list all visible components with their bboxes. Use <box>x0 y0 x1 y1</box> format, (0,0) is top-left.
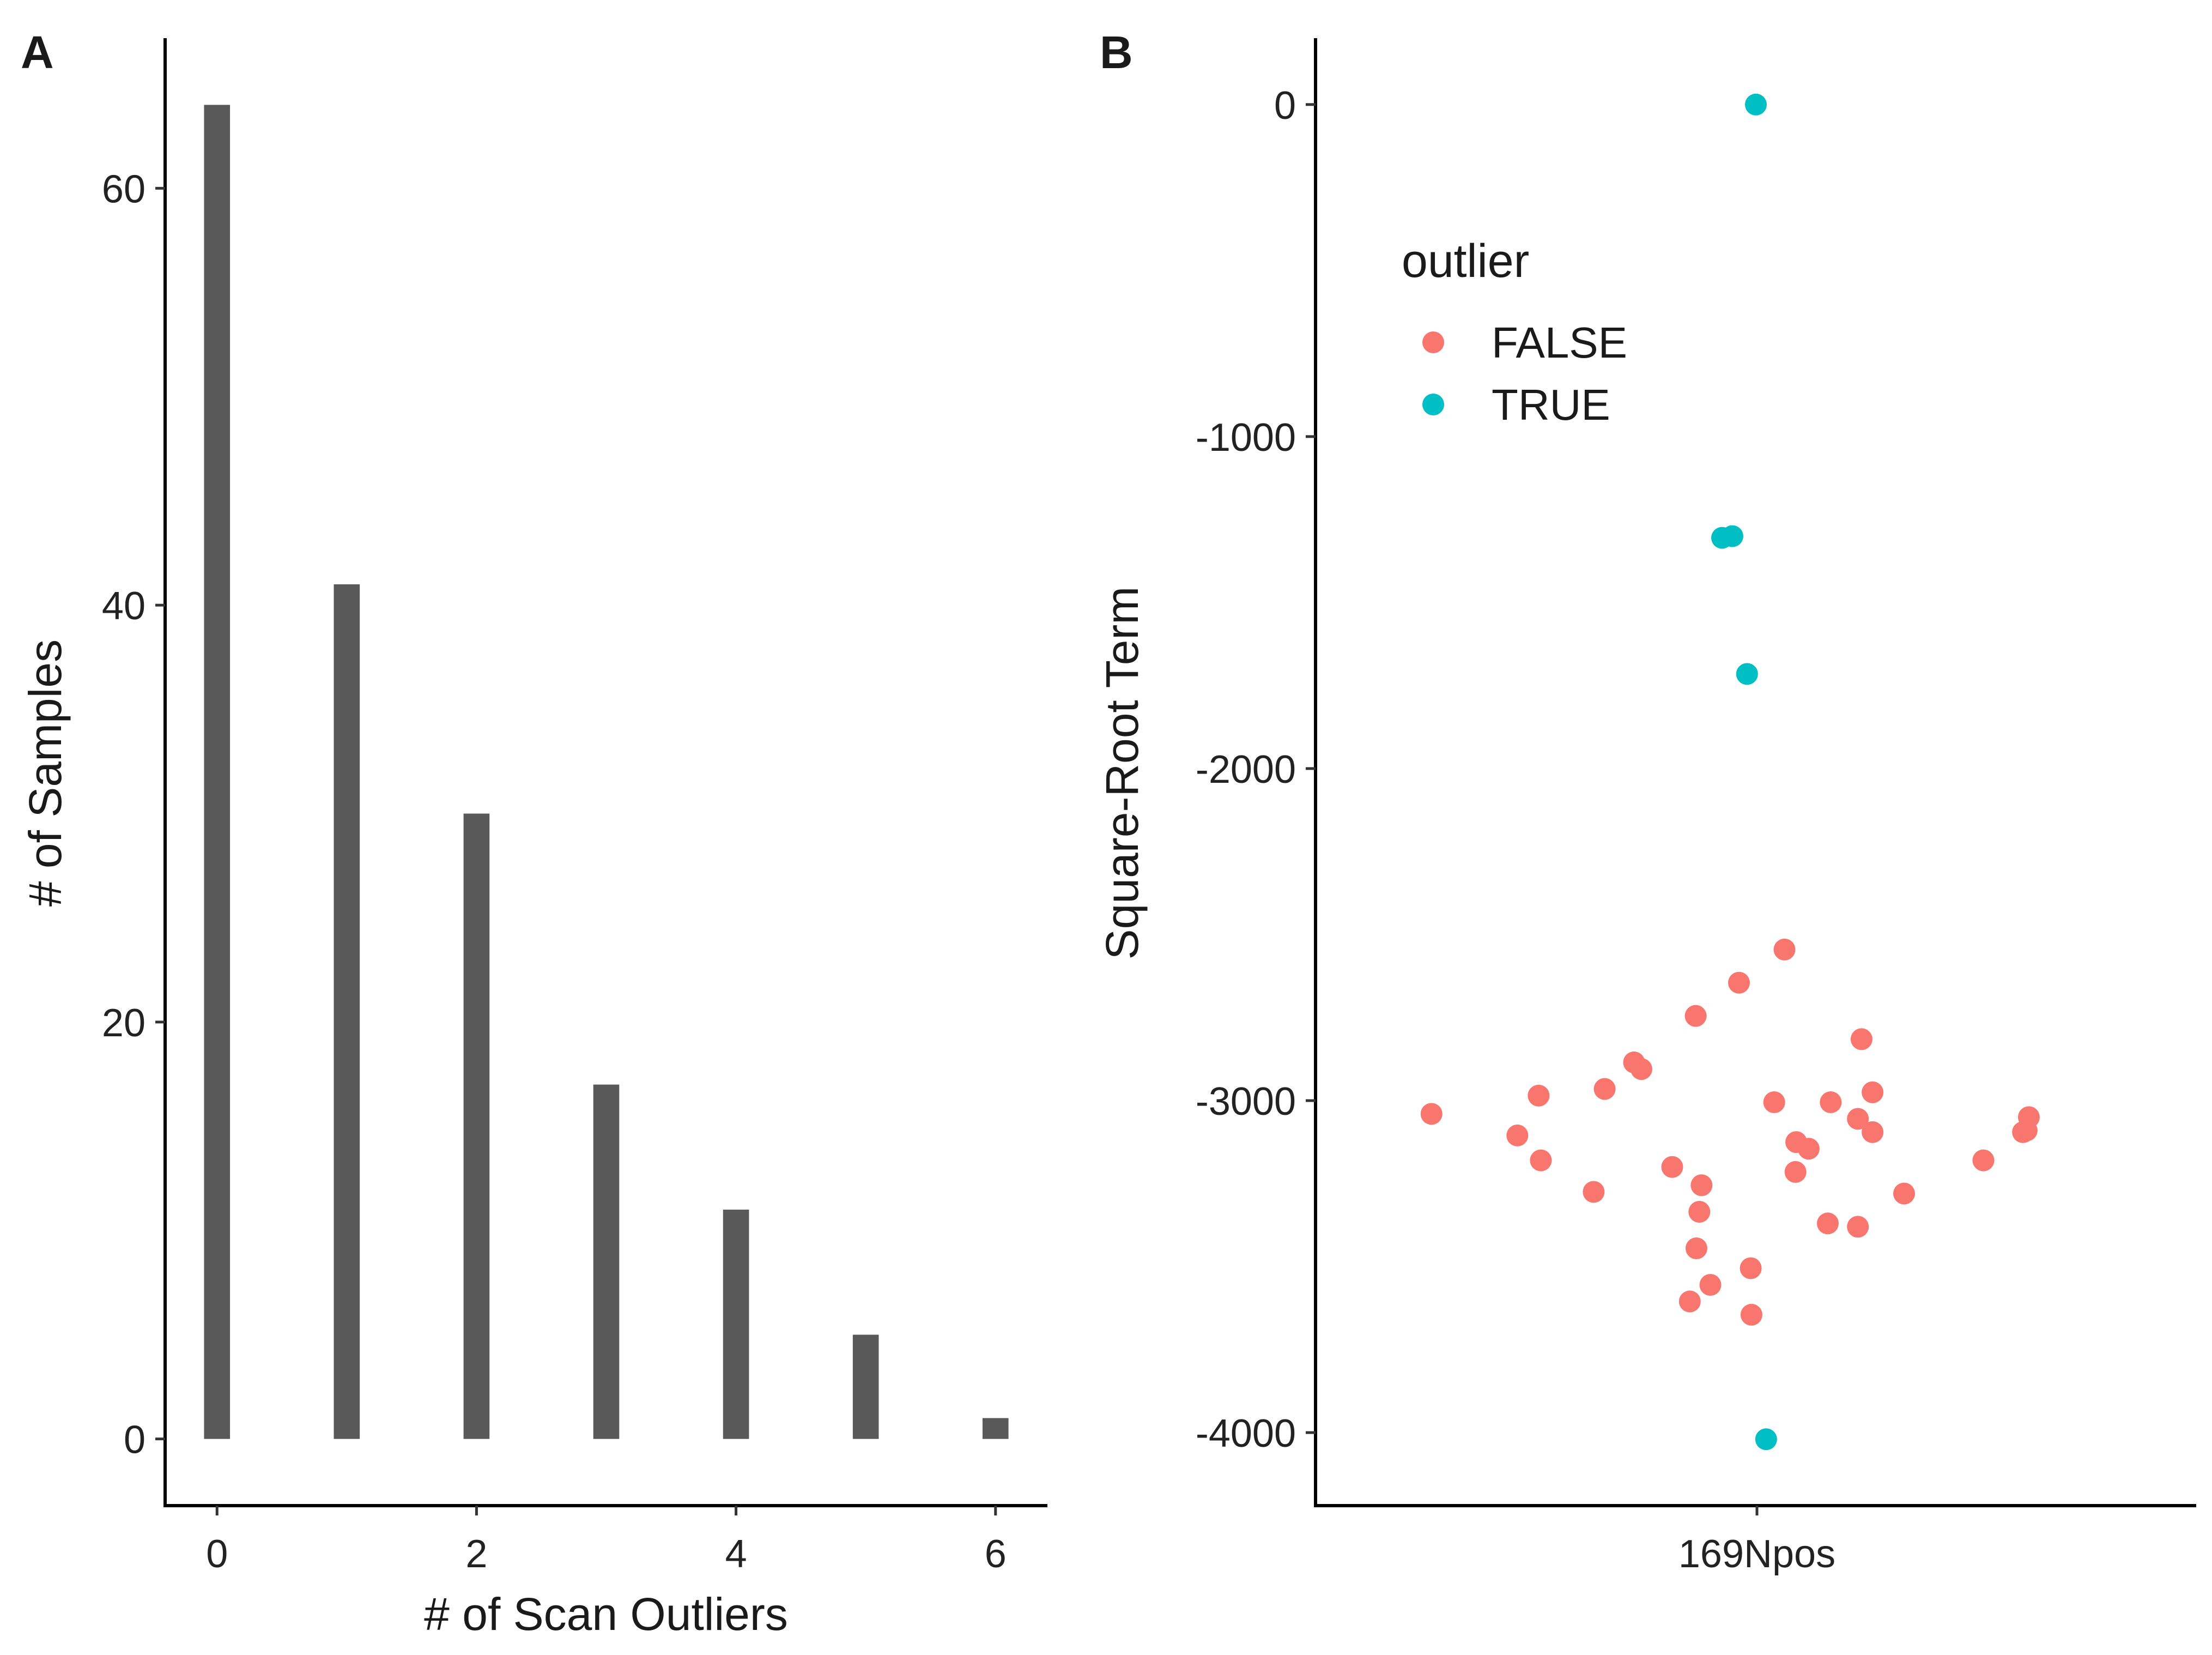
panel-a: A 0 2 4 6 0 20 40 60 # of Scan Outliers # of S… <box>20 27 1047 1640</box>
panel-a-x-tick-label-2: 2 <box>465 1532 487 1576</box>
legend-label-true: TRUE <box>1492 380 1610 429</box>
point-false-18 <box>1661 1156 1683 1178</box>
point-false-8 <box>1763 1091 1785 1114</box>
point-false-21 <box>1583 1181 1605 1203</box>
bar-1 <box>334 584 360 1439</box>
bar-0 <box>204 105 231 1439</box>
panel-a-x-tick-label-4: 4 <box>725 1532 747 1576</box>
legend-label-false: FALSE <box>1492 318 1627 367</box>
panel-b-y-tick-label--1000: -1000 <box>1196 416 1296 460</box>
panel-b-y-tick-label--4000: -4000 <box>1196 1412 1296 1455</box>
point-false-28 <box>1699 1273 1722 1296</box>
point-false-20 <box>1893 1182 1916 1205</box>
point-true-3 <box>1736 663 1758 685</box>
point-false-1 <box>1728 971 1750 994</box>
point-false-27 <box>1740 1257 1762 1279</box>
bar-5 <box>852 1334 879 1439</box>
panel-a-y-tick-label-60: 60 <box>102 167 146 211</box>
panel-b-y-axis-title: Square-Root Term <box>1096 587 1148 960</box>
panel-a-y-axis-title: # of Samples <box>20 639 71 907</box>
point-false-23 <box>1688 1200 1711 1223</box>
point-false-29 <box>1678 1290 1701 1313</box>
panel-a-x-ticks: 0 2 4 6 <box>206 1506 1007 1576</box>
point-false-9 <box>1820 1091 1842 1114</box>
point-false-22 <box>1690 1174 1713 1197</box>
point-false-6 <box>1593 1078 1616 1100</box>
bar-3 <box>593 1084 620 1439</box>
point-false-25 <box>1847 1216 1869 1238</box>
legend-title: outlier <box>1402 235 1529 287</box>
panel-b-legend: outlier FALSE TRUE <box>1402 235 1627 429</box>
point-false-10 <box>1862 1081 1884 1103</box>
panel-b-points <box>1420 93 2040 1451</box>
panel-b-x-tick-label: 169Npos <box>1678 1532 1835 1576</box>
legend-key-false <box>1422 331 1444 353</box>
point-false-2 <box>1684 1005 1707 1027</box>
panel-a-y-ticks: 0 20 40 60 <box>102 167 165 1462</box>
point-false-11 <box>1420 1103 1443 1125</box>
panel-a-y-tick-label-0: 0 <box>124 1418 146 1462</box>
panel-b-label: B <box>1100 27 1133 78</box>
panel-b-y-tick-label--2000: -2000 <box>1196 748 1296 792</box>
point-false-24 <box>1816 1212 1839 1235</box>
panel-a-y-tick-label-20: 20 <box>102 1001 146 1045</box>
point-false-7 <box>1528 1084 1550 1107</box>
panel-a-y-tick-label-40: 40 <box>102 584 146 628</box>
panel-b-y-tick-label--3000: -3000 <box>1196 1080 1296 1124</box>
panel-a-label: A <box>21 27 54 78</box>
panel-a-x-tick-label-0: 0 <box>206 1532 228 1576</box>
panel-b-y-tick-label-0: 0 <box>1274 84 1296 128</box>
point-false-31 <box>1972 1149 1995 1171</box>
point-false-16 <box>1862 1121 1884 1143</box>
panel-b-y-ticks: 0 -1000 -2000 -3000 -4000 <box>1196 84 1316 1455</box>
point-false-12 <box>1847 1108 1869 1130</box>
panel-a-x-axis-title: # of Scan Outliers <box>424 1588 788 1640</box>
panel-b: B 0 -1000 -2000 -3000 -4000 169Npos Square-R… <box>1096 27 2196 1576</box>
point-false-17 <box>1530 1149 1552 1171</box>
panel-a-x-tick-label-6: 6 <box>985 1532 1007 1576</box>
point-false-30 <box>1740 1303 1762 1326</box>
point-false-5 <box>1630 1058 1652 1080</box>
point-true-2 <box>1721 525 1743 547</box>
legend-key-true <box>1422 394 1444 415</box>
point-false-26 <box>1685 1237 1707 1259</box>
panel-a-bars <box>204 105 1009 1439</box>
point-false-34 <box>2012 1121 2034 1143</box>
point-false-19 <box>1784 1161 1807 1183</box>
point-false-0 <box>1773 938 1796 961</box>
bar-2 <box>463 813 490 1439</box>
point-false-3 <box>1850 1028 1872 1050</box>
bar-4 <box>723 1210 749 1439</box>
bar-6 <box>982 1418 1009 1439</box>
point-false-15 <box>1797 1138 1820 1160</box>
point-true-0 <box>1745 93 1767 116</box>
point-false-13 <box>1506 1124 1529 1146</box>
point-true-4 <box>1755 1428 1777 1451</box>
